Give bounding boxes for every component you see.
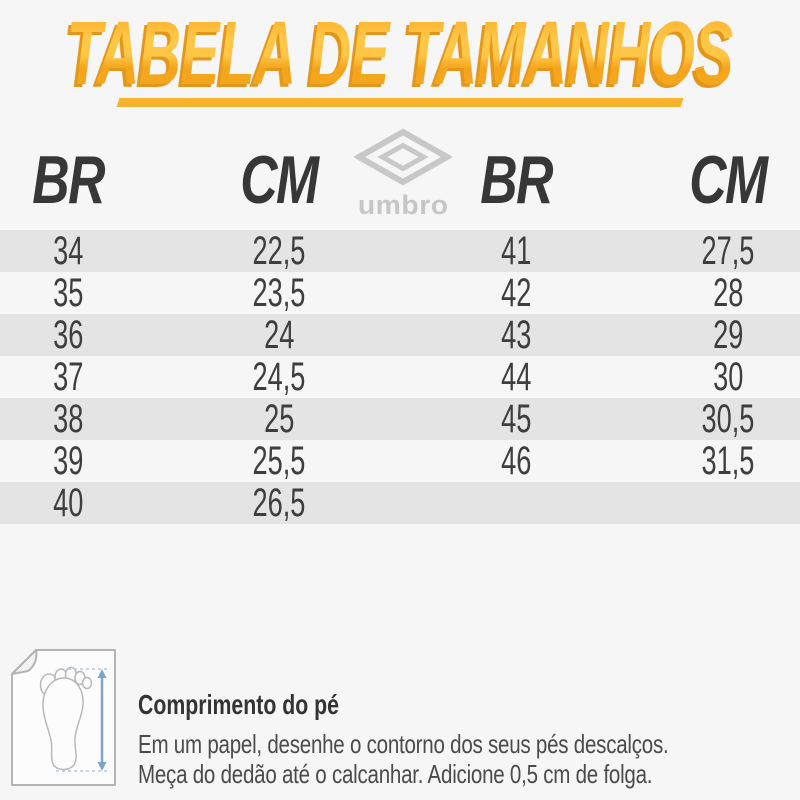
- measurement-instructions: Comprimento do pé Em um papel, desenhe o…: [138, 689, 758, 790]
- column-header-br-right: BR: [480, 142, 553, 218]
- size-cell-br: 36: [52, 313, 84, 357]
- table-row: 34 22,5 41 27,5: [0, 230, 800, 272]
- table-row: 38 25 45 30,5: [0, 398, 800, 440]
- table-row: 39 25,5 46 31,5: [0, 440, 800, 482]
- size-cell-br: 34: [52, 229, 84, 273]
- instructions-line-2: Meça do dedão até o calcanhar. Adicione …: [138, 759, 653, 789]
- size-cell-br: 44: [500, 355, 532, 399]
- instructions-body: Em um papel, desenhe o contorno dos seus…: [138, 729, 758, 789]
- size-cell-cm: 25,5: [252, 439, 306, 483]
- size-cell-cm: [620, 494, 800, 512]
- size-cell-cm: 24: [263, 313, 295, 357]
- size-cell-cm: 26,5: [252, 481, 306, 525]
- table-row: 40 26,5: [0, 482, 800, 524]
- size-cell-cm: 28: [712, 271, 744, 315]
- size-cell-br: 41: [500, 229, 532, 273]
- size-cell-br: 42: [500, 271, 532, 315]
- table-row: 36 24 43 29: [0, 314, 800, 356]
- table-row: 37 24,5 44 30: [0, 356, 800, 398]
- page-title: TABELA DE TAMANHOS: [66, 4, 734, 104]
- umbro-double-diamond-icon: [352, 128, 454, 186]
- size-cell-cm: 23,5: [252, 271, 306, 315]
- size-cell-cm: 24,5: [252, 355, 306, 399]
- foot-outline-on-paper-icon: [11, 649, 116, 786]
- title-row: TABELA DE TAMANHOS: [0, 6, 800, 102]
- size-cell-cm: 30,5: [701, 397, 755, 441]
- size-cell-br: [412, 494, 620, 512]
- column-header-cm-left: CM: [240, 142, 319, 218]
- size-cell-cm: 22,5: [252, 229, 306, 273]
- title-underline: [116, 98, 684, 107]
- size-cell-cm: 31,5: [701, 439, 755, 483]
- size-cell-br: 43: [500, 313, 532, 357]
- table-header-row: BR CM BR CM: [0, 146, 800, 214]
- size-cell-br: 38: [52, 397, 84, 441]
- table-row: 35 23,5 42 28: [0, 272, 800, 314]
- size-table: 34 22,5 41 27,5 35 23,5 42 28 36 24 43 2…: [0, 230, 800, 524]
- size-cell-br: 35: [52, 271, 84, 315]
- size-cell-br: 39: [52, 439, 84, 483]
- size-cell-br: 45: [500, 397, 532, 441]
- column-header-br-left: BR: [32, 142, 105, 218]
- size-cell-br: 46: [500, 439, 532, 483]
- instructions-heading: Comprimento do pé: [138, 689, 339, 720]
- size-cell-cm: 29: [712, 313, 744, 357]
- size-cell-cm: 25: [263, 397, 295, 441]
- column-header-cm-right: CM: [689, 142, 768, 218]
- size-cell-br: 37: [52, 355, 84, 399]
- size-cell-cm: 27,5: [701, 229, 755, 273]
- instructions-line-1: Em um papel, desenhe o contorno dos seus…: [138, 729, 669, 759]
- size-cell-br: 40: [52, 481, 84, 525]
- size-cell-cm: 30: [712, 355, 744, 399]
- umbro-wordmark: umbro: [357, 190, 449, 220]
- umbro-logo: umbro: [343, 128, 463, 221]
- foot-measure-icon: [8, 647, 120, 789]
